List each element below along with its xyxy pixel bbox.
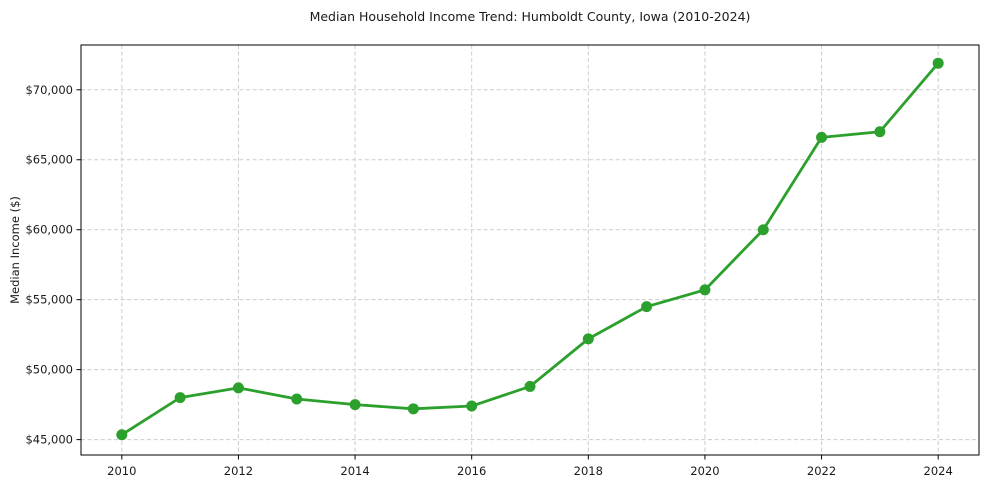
data-point	[816, 131, 828, 143]
data-point	[174, 392, 186, 404]
data-point	[757, 224, 769, 236]
data-point	[232, 382, 244, 394]
x-tick-label: 2018	[574, 464, 603, 478]
x-tick-label: 2016	[457, 464, 486, 478]
chart-title: Median Household Income Trend: Humboldt …	[309, 9, 751, 24]
data-point	[349, 399, 361, 411]
data-point	[874, 126, 886, 138]
plot-border	[80, 44, 980, 456]
x-tick-label: 2012	[224, 464, 253, 478]
y-tick-label: $65,000	[25, 153, 73, 167]
y-tick-label: $55,000	[25, 293, 73, 307]
x-tick-label: 2010	[107, 464, 136, 478]
y-tick-label: $60,000	[25, 223, 73, 237]
data-point	[291, 393, 303, 405]
data-point	[641, 301, 653, 313]
y-tick-label: $45,000	[25, 433, 73, 447]
x-tick-label: 2022	[807, 464, 836, 478]
data-point	[524, 380, 536, 392]
y-tick-label: $50,000	[25, 363, 73, 377]
x-tick-label: 2024	[924, 464, 953, 478]
data-point	[932, 57, 944, 69]
x-tick-label: 2014	[340, 464, 369, 478]
data-point	[407, 403, 419, 415]
data-point	[699, 284, 711, 296]
x-tick-label: 2020	[690, 464, 719, 478]
data-point	[582, 333, 594, 345]
trend-line	[120, 61, 940, 437]
y-tick-label: $70,000	[25, 83, 73, 97]
data-point	[466, 400, 478, 412]
data-point	[116, 429, 128, 441]
